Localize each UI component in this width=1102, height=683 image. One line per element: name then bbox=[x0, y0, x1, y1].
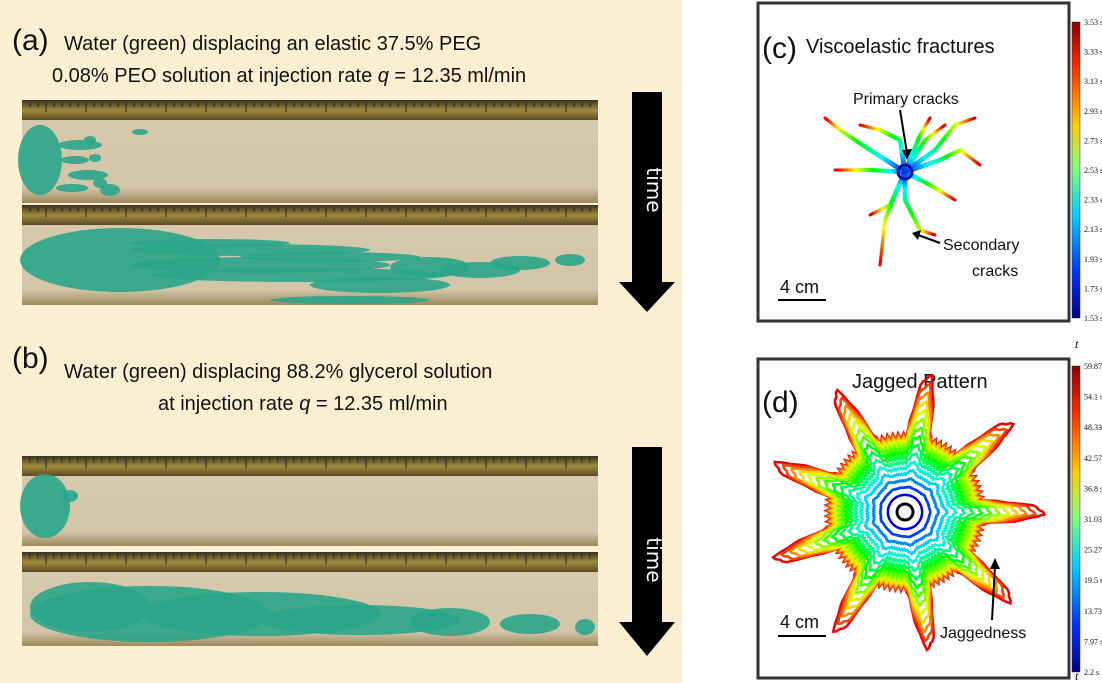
scale-label: 4 cm bbox=[780, 277, 819, 297]
crack bbox=[953, 199, 955, 200]
crack bbox=[870, 214, 872, 215]
arrow-text: time bbox=[642, 537, 666, 582]
colorbar-tick-label: 2.13 s bbox=[1084, 225, 1102, 234]
title-var: q bbox=[378, 65, 389, 87]
colorbar-tick-label: 3.33 s bbox=[1084, 48, 1102, 57]
colorbar-tick-label: 2.73 s bbox=[1084, 136, 1102, 145]
scale-label: 4 cm bbox=[780, 612, 819, 632]
panel-title: at injection rate q = 12.35 ml/min bbox=[158, 393, 448, 415]
fluid-finger bbox=[555, 254, 585, 266]
fluid-finger bbox=[310, 277, 450, 293]
panel-title: Viscoelastic fractures bbox=[806, 36, 995, 58]
colorbar-tick-label: 54.1 s bbox=[1084, 393, 1102, 402]
colorbar-tick-label: 36.8 s bbox=[1084, 484, 1102, 493]
crack bbox=[825, 118, 826, 119]
colorbar-tick-label: 1.73 s bbox=[1084, 284, 1102, 293]
fluid-finger bbox=[61, 156, 89, 164]
crack bbox=[978, 164, 980, 165]
fluid-finger bbox=[18, 125, 62, 195]
colorbar-tick-label: 42.57 s bbox=[1084, 454, 1102, 463]
annotation: Jaggedness bbox=[940, 625, 1026, 642]
title-part: 0.08% PEO solution at injection rate bbox=[52, 65, 378, 87]
colorbar-tick-label: 1.53 s bbox=[1084, 314, 1102, 323]
fluid-finger bbox=[500, 614, 560, 634]
colorbar-tick-label: 25.27 s bbox=[1084, 546, 1102, 555]
crack bbox=[943, 125, 945, 126]
colorbar-tick-label: 31.03 s bbox=[1084, 515, 1102, 524]
fluid-finger bbox=[62, 490, 78, 502]
panel-label: (c) bbox=[762, 32, 797, 65]
panel-label: (b) bbox=[12, 342, 49, 375]
annotation: Secondary bbox=[943, 237, 1020, 254]
title-part: = 12.35 ml/min bbox=[389, 65, 526, 87]
annotation: Primary cracks bbox=[853, 91, 959, 108]
fluid-finger bbox=[410, 608, 490, 636]
colorbar-tick-label: 2.93 s bbox=[1084, 107, 1102, 116]
crack bbox=[929, 118, 930, 119]
colorbar-tick-label: 2.33 s bbox=[1084, 196, 1102, 205]
fluid-finger bbox=[56, 184, 88, 192]
panel-title: 0.08% PEO solution at injection rate q =… bbox=[52, 65, 526, 87]
fluid-finger bbox=[490, 256, 550, 270]
colorbar-tick-label: 3.53 s bbox=[1084, 18, 1102, 27]
crack bbox=[973, 118, 975, 119]
panel-label: (d) bbox=[762, 386, 799, 419]
colorbar-tick-label: 3.13 s bbox=[1084, 77, 1102, 86]
figure: (a) Water (green) displacing an elastic … bbox=[0, 0, 1102, 683]
panel-title: Water (green) displacing 88.2% glycerol … bbox=[64, 361, 492, 383]
colorbar-tick-label: 1.93 s bbox=[1084, 255, 1102, 264]
arrow-text: time bbox=[642, 167, 666, 212]
fluid-finger bbox=[270, 296, 430, 304]
colorbar bbox=[1072, 22, 1080, 318]
panel-title: Water (green) displacing an elastic 37.5… bbox=[64, 33, 481, 55]
colorbar-tick-label: 7.97 s bbox=[1084, 637, 1102, 646]
fluid-finger bbox=[132, 129, 148, 135]
annotation: cracks bbox=[972, 263, 1018, 280]
colorbar bbox=[1072, 366, 1080, 672]
title-part: at injection rate bbox=[158, 393, 299, 415]
fluid-finger bbox=[130, 239, 290, 247]
colorbar-tick-label: 2.2 s bbox=[1084, 668, 1099, 677]
fluid-finger bbox=[84, 136, 96, 144]
colorbar-tick-label: 19.5 s bbox=[1084, 576, 1102, 585]
panel-label: (a) bbox=[12, 24, 49, 57]
fluid-finger bbox=[89, 154, 101, 162]
title-var: q bbox=[299, 393, 310, 415]
fluid-finger bbox=[30, 582, 150, 632]
fluid-finger bbox=[100, 184, 120, 196]
colorbar-tick-label: 59.87 s bbox=[1084, 362, 1102, 371]
colorbar-tick-label: 48.33 s bbox=[1084, 423, 1102, 432]
title-part: = 12.35 ml/min bbox=[310, 393, 447, 415]
colorbar-tick-label: 2.53 s bbox=[1084, 166, 1102, 175]
fluid-finger bbox=[20, 474, 70, 538]
colorbar-label: t bbox=[1075, 337, 1079, 351]
colorbar-tick-label: 13.73 s bbox=[1084, 607, 1102, 616]
fluid-finger bbox=[240, 252, 420, 262]
fluid-finger bbox=[575, 619, 595, 635]
